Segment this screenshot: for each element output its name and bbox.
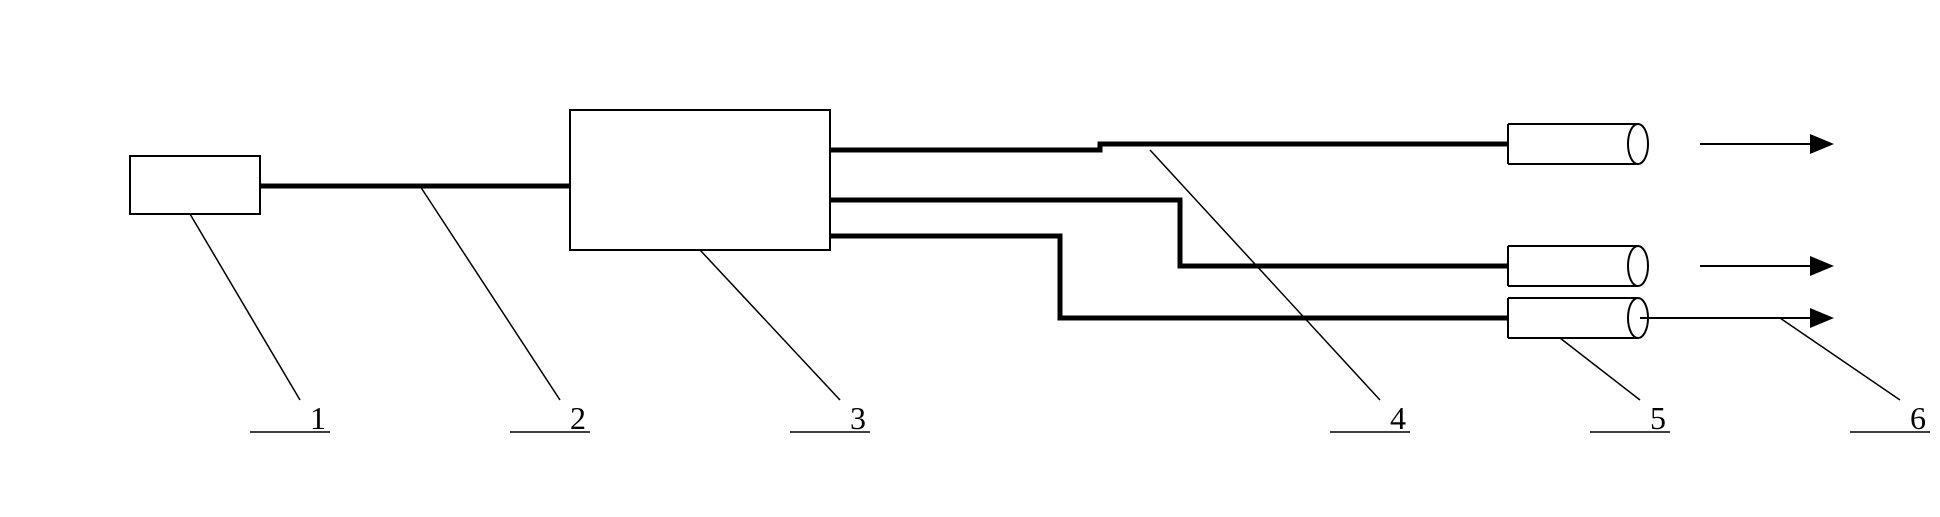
leader-line: [1560, 338, 1640, 400]
label-5: 5: [1650, 400, 1666, 437]
fiber-line: [830, 144, 1508, 150]
leader-line: [700, 250, 840, 400]
label-2: 2: [570, 400, 586, 437]
label-1: 1: [310, 400, 326, 437]
leader-line: [1780, 318, 1900, 400]
label-6: 6: [1910, 400, 1926, 437]
fiber-line: [830, 236, 1508, 318]
leader-line: [190, 214, 300, 400]
leader-line: [1150, 150, 1380, 400]
label-4: 4: [1390, 400, 1406, 437]
fiber-line: [830, 200, 1508, 266]
block-diagram: [0, 0, 1940, 517]
block-box1: [130, 156, 260, 214]
label-3: 3: [850, 400, 866, 437]
leader-line: [420, 186, 560, 400]
block-box3: [570, 110, 830, 250]
